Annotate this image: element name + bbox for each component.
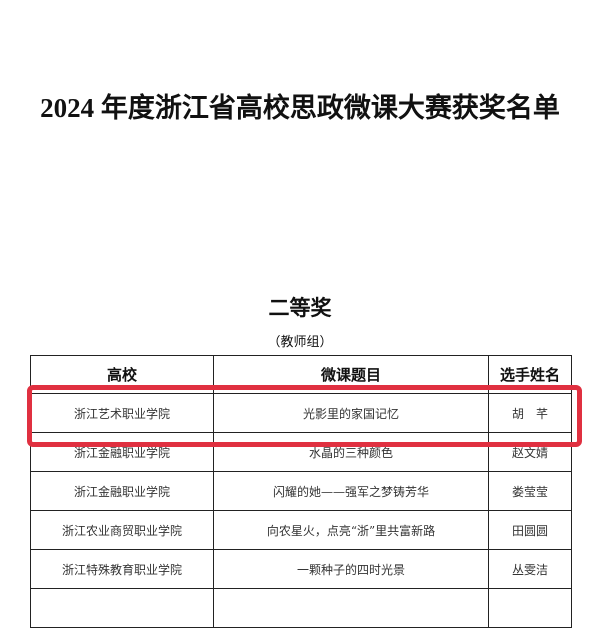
- table-row: 浙江金融职业学院 闪耀的她——强军之梦铸芳华 娄莹莹: [30, 471, 572, 511]
- cell-title: [213, 588, 489, 628]
- cell-title: 水晶的三种颜色: [213, 432, 489, 472]
- table-row: 浙江金融职业学院 水晶的三种颜色 赵文婧: [30, 432, 572, 472]
- group-subheading: （教师组）: [267, 335, 333, 350]
- cell-school: 浙江金融职业学院: [30, 471, 214, 511]
- cell-name: 娄莹莹: [488, 471, 572, 511]
- cell-school: 浙江特殊教育职业学院: [30, 549, 214, 589]
- cell-school: 浙江金融职业学院: [30, 432, 214, 472]
- award-heading: 二等奖: [268, 295, 332, 320]
- cell-title: 闪耀的她——强军之梦铸芳华: [213, 471, 489, 511]
- cell-name: 赵文婧: [488, 432, 572, 472]
- cell-name: [488, 588, 572, 628]
- cell-school: 浙江艺术职业学院: [30, 393, 214, 433]
- table-row: 浙江特殊教育职业学院 一颗种子的四时光景 丛雯洁: [30, 549, 572, 589]
- table-row: [30, 588, 572, 628]
- table-row: 浙江艺术职业学院 光影里的家国记忆胡 芊: [30, 393, 572, 433]
- table-row: 浙江农业商贸职业学院 向农星火，点亮“浙”里共富新路 田圆圆: [30, 510, 572, 550]
- cell-title: 一颗种子的四时光景: [213, 549, 489, 589]
- highlight-box: [27, 385, 582, 447]
- page-title: 2024 年度浙江省高校思政微课大赛获奖名单: [40, 93, 560, 123]
- cell-school: [30, 588, 214, 628]
- cell-name: 丛雯洁: [488, 549, 572, 589]
- cell-name: 田圆圆: [488, 510, 572, 550]
- cell-name: 胡 芊: [488, 393, 572, 433]
- cell-title: 向农星火，点亮“浙”里共富新路: [213, 510, 489, 550]
- cell-school: 浙江农业商贸职业学院: [30, 510, 214, 550]
